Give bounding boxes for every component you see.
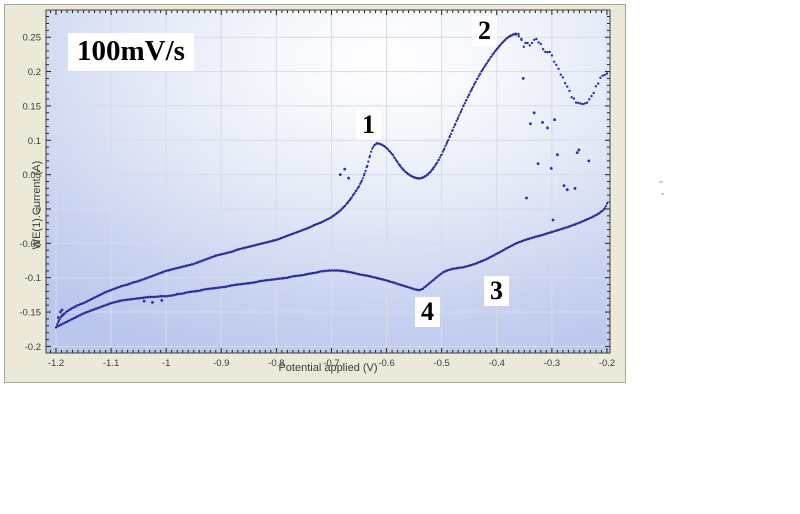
y-tick-label: 0.1 <box>28 136 41 147</box>
x-tick-label: -0.9 <box>213 358 229 369</box>
cv-plot-canvas[interactable]: -1.2 -1.1 -1 -0.9 -0.8 -0.7 -0.6 -0.5 -0.4 -0.3 -0… <box>5 5 625 382</box>
data-points <box>54 32 609 329</box>
x-tick-label: -0.8 <box>268 358 284 369</box>
x-tick-label: -0.5 <box>433 358 449 369</box>
x-tick-label: -0.3 <box>544 358 560 369</box>
series-forward-sweep-noisy <box>514 32 609 106</box>
y-tick-label: 0.05 <box>23 170 42 181</box>
x-tick-label: -0.6 <box>378 358 394 369</box>
y-tick-label: 0 <box>36 204 41 215</box>
series-stray-points <box>56 77 591 319</box>
peak-annotation-2: 2 <box>472 16 497 46</box>
x-tick-label: -1 <box>162 358 170 369</box>
series-forward-sweep <box>54 32 518 329</box>
tick-labels: -1.2 -1.1 -1 -0.9 -0.8 -0.7 -0.6 -0.5 -0.4 -0.3 -0… <box>19 33 615 369</box>
y-tick-label: -0.05 <box>19 239 41 250</box>
x-tick-label: -0.7 <box>323 358 339 369</box>
scan-rate-label: 100mV/s <box>68 33 194 71</box>
y-tick-label: -0.2 <box>25 342 41 353</box>
y-tick-label: -0.1 <box>25 273 41 284</box>
y-axis-title: WE(1).Current (A) <box>31 160 43 250</box>
cv-chart-panel: -1.2 -1.1 -1 -0.9 -0.8 -0.7 -0.6 -0.5 -0.4 -0.3 -0… <box>4 4 626 383</box>
screen-artifact <box>659 181 663 183</box>
screen-artifact <box>661 193 664 195</box>
x-tick-label: -1.1 <box>103 358 119 369</box>
series-reverse-sweep <box>54 202 609 329</box>
x-tick-label: -0.4 <box>489 358 505 369</box>
y-tick-label: -0.15 <box>19 308 41 319</box>
y-tick-label: 0.25 <box>23 33 42 44</box>
x-tick-label: -0.2 <box>599 358 615 369</box>
plot-border <box>45 9 611 354</box>
x-axis-title: Potential applied (V) <box>278 362 378 374</box>
x-tick-label: -1.2 <box>48 358 64 369</box>
peak-annotation-1: 1 <box>356 110 381 140</box>
y-tick-label: 0.15 <box>23 101 42 112</box>
peak-annotation-4: 4 <box>415 297 440 327</box>
peak-annotation-3: 3 <box>484 276 509 306</box>
y-tick-label: 0.2 <box>28 67 41 78</box>
